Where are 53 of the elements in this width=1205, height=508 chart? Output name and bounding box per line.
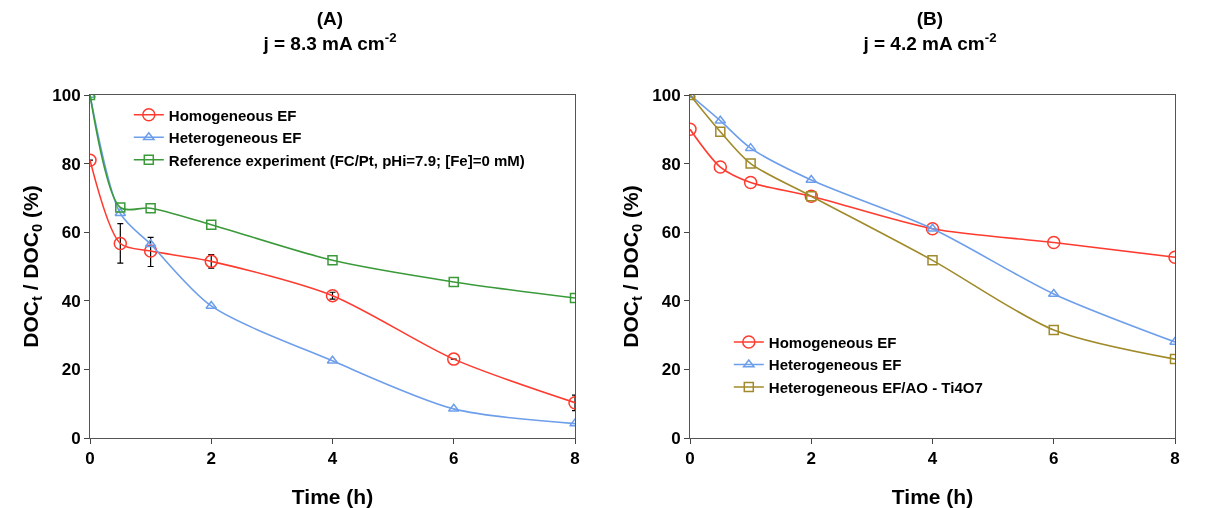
x-tick-label: 2 <box>806 449 816 469</box>
chart-subtitle: j = 4.2 mA cm$^{-2}$ <box>862 30 997 55</box>
point <box>715 126 726 137</box>
x-tick-label: 2 <box>206 449 216 469</box>
point <box>925 222 940 236</box>
point <box>743 175 758 190</box>
legend-label: Homogeneous EF <box>168 106 297 124</box>
point <box>448 276 459 288</box>
point <box>143 244 158 258</box>
point <box>115 202 126 213</box>
y-tick-label: 0 <box>71 428 81 448</box>
y-tick-label: 100 <box>52 85 81 105</box>
x-tick-label: 0 <box>685 449 695 469</box>
point <box>206 219 217 230</box>
point <box>145 202 156 214</box>
x-tick-label: 8 <box>570 449 580 469</box>
point <box>447 352 461 366</box>
point <box>327 255 338 266</box>
x-tick-label: 6 <box>449 449 459 469</box>
legend-label: Heterogeneous EF/AO - Ti4O7 <box>768 378 983 396</box>
y-tick-label: 20 <box>61 360 81 380</box>
point <box>113 236 128 251</box>
chart-title: (A) <box>316 8 344 30</box>
legend-label: Heterogeneous EF <box>768 356 902 374</box>
y-tick-label: 60 <box>61 223 81 243</box>
legend-label: Reference experiment (FC/Pt, pHi=7.9; [Fe]=0 mM) <box>168 151 525 169</box>
y-tick-label: 60 <box>661 223 681 243</box>
chart-title: (B) <box>916 8 944 30</box>
x-tick-label: 6 <box>1049 449 1059 469</box>
chart-subtitle: j = 8.3 mA cm$^{-2}$ <box>262 30 397 55</box>
x-tick-label: 0 <box>85 449 95 469</box>
legend-label: Homogeneous EF <box>768 333 897 351</box>
x-axis-title: Time (h) <box>891 485 974 508</box>
point <box>805 174 818 184</box>
x-axis-title: Time (h) <box>291 485 374 508</box>
y-tick-label: 20 <box>661 360 681 380</box>
x-tick-label: 4 <box>927 449 938 469</box>
point <box>1047 235 1061 250</box>
point <box>1048 324 1059 336</box>
y-tick-label: 40 <box>661 291 681 311</box>
point <box>744 142 757 152</box>
y-tick-label: 80 <box>61 154 81 174</box>
point <box>745 158 756 169</box>
y-tick-label: 100 <box>652 85 681 105</box>
y-tick-label: 40 <box>61 291 81 311</box>
point <box>713 160 728 174</box>
y-tick-label: 0 <box>671 428 681 448</box>
legend-label: Heterogeneous EF <box>168 129 302 147</box>
point <box>144 238 157 248</box>
y-tick-label: 80 <box>661 154 681 174</box>
x-tick-label: 4 <box>327 449 338 469</box>
x-tick-label: 8 <box>1170 449 1180 469</box>
point <box>927 255 938 266</box>
